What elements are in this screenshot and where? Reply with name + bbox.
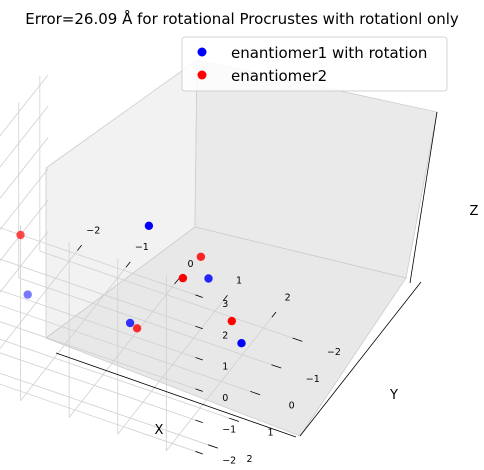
x-tick-label: 0 — [187, 259, 193, 270]
y-tick-label: −1 — [306, 374, 320, 385]
z-tick — [195, 357, 203, 361]
x-tick-label: −2 — [86, 225, 100, 236]
y-tick-label: 1 — [268, 427, 274, 438]
x-tick — [125, 261, 131, 268]
data-point-series-1-4 — [237, 339, 246, 348]
legend-box — [181, 36, 448, 92]
x-tick — [271, 311, 277, 318]
tick-marks — [77, 244, 303, 455]
grid-line — [0, 227, 196, 296]
grid-line — [166, 317, 273, 452]
grid-line — [68, 283, 175, 418]
data-point-series-2-4 — [227, 316, 236, 326]
z-tick — [195, 294, 203, 298]
chart-title: Error=26.09 Å for rotational Procrustes … — [25, 9, 459, 28]
legend-label-series-1: enantiomer1 with rotation — [231, 44, 427, 62]
y-tick — [229, 417, 240, 422]
z-tick-label: 2 — [222, 330, 228, 341]
y-tick-label: 2 — [246, 454, 252, 465]
z-tick-label: 0 — [222, 393, 228, 404]
z-axis-line — [409, 111, 438, 284]
grid-line — [0, 199, 49, 262]
z-tick-label: −1 — [222, 424, 236, 435]
legend-label-series-2: enantiomer2 — [231, 67, 327, 85]
x-axis-line — [55, 352, 297, 438]
data-point-series-2-1 — [16, 230, 25, 240]
data-point-series-2-2 — [196, 252, 206, 261]
x-tick-label: 2 — [285, 292, 291, 303]
grid-line — [20, 266, 127, 401]
z-tick — [195, 388, 203, 392]
grid-line — [18, 277, 272, 366]
data-point-series-1-3 — [125, 318, 135, 328]
grid-lines — [0, 74, 293, 452]
y-axis-label: Y — [389, 388, 398, 403]
data-point-series-1-5 — [144, 221, 154, 230]
grid-line — [0, 136, 49, 199]
axis-lines — [55, 111, 438, 438]
y-axis-line — [299, 281, 422, 437]
data-points — [16, 221, 246, 348]
legend-marker-series-2 — [197, 70, 207, 80]
x-tick — [77, 244, 82, 251]
z-tick — [195, 451, 203, 455]
x-tick-label: −1 — [135, 242, 149, 253]
y-tick — [271, 364, 282, 369]
floor-pane — [45, 226, 407, 437]
x-tick — [222, 295, 228, 301]
y-tick-label: 0 — [289, 401, 295, 412]
grid-line — [0, 383, 196, 452]
grid-line — [0, 352, 196, 421]
x-tick — [174, 278, 180, 285]
grid-line — [0, 304, 251, 392]
grid-line — [0, 321, 196, 390]
z-tick-label: −2 — [222, 456, 236, 467]
data-point-series-2-5 — [178, 273, 188, 283]
data-point-series-2-3 — [132, 324, 142, 333]
y-tick — [250, 391, 261, 396]
legend: enantiomer1 with rotation enantiomer2 — [181, 36, 448, 92]
grid-line — [0, 230, 49, 293]
z-axis-label: Z — [470, 204, 479, 219]
grid-line — [0, 105, 49, 168]
grid-line — [117, 300, 224, 435]
grid-line — [0, 168, 49, 231]
grid-line — [0, 372, 209, 446]
grid-line — [0, 289, 196, 358]
grid-line — [39, 250, 293, 339]
z-tick-label: 3 — [222, 299, 228, 310]
tick-labels: −2 −1 0 1 2 −2 −1 0 1 2 −2 −1 0 1 2 3 — [86, 225, 341, 466]
z-tick — [195, 325, 203, 330]
x-axis-label: X — [155, 423, 164, 438]
grid-line — [0, 74, 49, 137]
z-tick — [195, 419, 203, 424]
z-tick-label: 1 — [222, 362, 228, 373]
y-tick — [208, 444, 219, 449]
legend-marker-series-1 — [197, 47, 207, 57]
x-tick-label: 1 — [236, 276, 242, 287]
grid-line — [0, 258, 196, 327]
data-point-series-1-1 — [23, 290, 32, 299]
y-tick — [292, 337, 303, 342]
y-tick-label: −2 — [327, 347, 341, 358]
grid-line — [0, 250, 78, 350]
data-point-series-1-2 — [204, 274, 213, 283]
grid-line — [0, 338, 230, 419]
